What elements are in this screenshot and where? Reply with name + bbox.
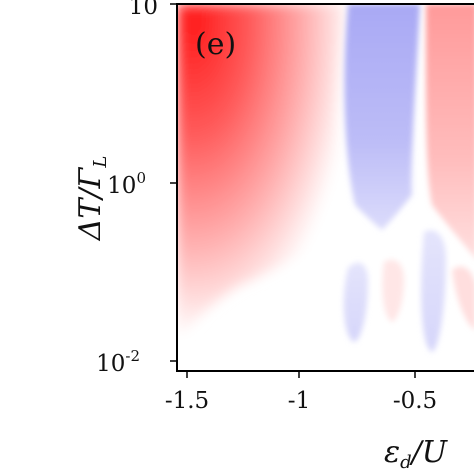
panel-label: (e) — [195, 27, 236, 62]
heatmap-region-positive-low-far — [452, 266, 474, 329]
y-tick-base: 10 — [107, 173, 136, 199]
x-tick-label: -0.5 — [393, 388, 437, 414]
x-axis-label-symbol: ε — [384, 435, 400, 470]
y-axis-label-subscript: L — [90, 156, 111, 169]
y-tick-label: 100 — [107, 169, 146, 199]
heatmap-region-positive-low — [382, 259, 404, 322]
plot-frame — [176, 3, 474, 372]
y-tick-label: 10 — [129, 0, 158, 20]
y-tick-label: 10-2 — [96, 347, 140, 377]
heatmap-region-negative-low-right — [421, 230, 446, 352]
x-tick-label: -1 — [288, 388, 310, 414]
plot-area — [177, 4, 474, 371]
x-axis-label-denominator: /U — [409, 435, 449, 470]
y-tick-exponent: 0 — [136, 169, 146, 187]
y-tick-base: 10 — [96, 351, 125, 377]
heatmap-region-positive-right — [425, 4, 474, 257]
heatmap-region-negative-low-left — [343, 262, 368, 342]
x-axis: -1.5 -1 -0.5 — [165, 371, 437, 414]
x-axis-label: εd/U — [384, 435, 449, 473]
x-tick-label: -1.5 — [165, 388, 209, 414]
y-tick-exponent: -2 — [125, 347, 140, 365]
y-axis-label: ΔT/ΓL — [73, 156, 111, 242]
heatmap-region-positive-left — [177, 4, 345, 340]
y-axis: 10 100 10-2 — [96, 0, 177, 377]
x-axis-label-subscript: d — [400, 452, 412, 473]
y-axis-label-main: ΔT/Γ — [73, 166, 108, 241]
y-tick-base: 10 — [129, 0, 158, 20]
heatmap-region-negative-band — [344, 4, 420, 230]
